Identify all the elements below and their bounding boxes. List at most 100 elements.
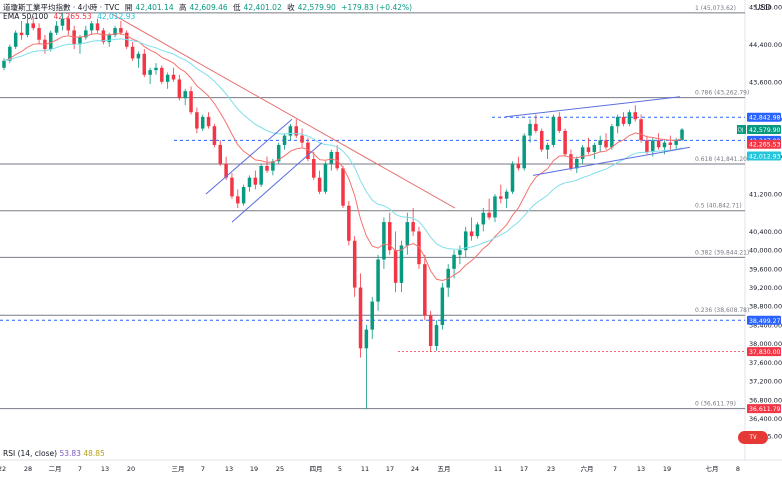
channel-line-upper-b: [504, 96, 681, 118]
symbol-badge-label: DJ: [738, 128, 743, 134]
candle-body: [66, 18, 71, 31]
fib-level-label: 0.5 (40,842.71): [695, 203, 742, 210]
y-tick-label: 39,200.00: [749, 284, 782, 292]
candle-body: [399, 245, 404, 283]
price-tag-label: 42,012.93: [749, 154, 781, 161]
candle-body: [633, 112, 637, 120]
candle-body: [639, 119, 643, 141]
candle-body: [528, 123, 532, 136]
candle-body: [84, 30, 88, 38]
candle-body: [218, 144, 223, 164]
candle-body: [452, 254, 456, 269]
channel-line-lower-b: [532, 146, 691, 176]
candle-body: [680, 129, 684, 141]
x-tick-label: 20: [127, 465, 135, 473]
candle-body: [224, 163, 228, 178]
x-tick-label: 19: [663, 465, 671, 473]
candle-body: [610, 126, 614, 148]
ema-50-line: [3, 33, 683, 282]
candle-body: [230, 177, 234, 197]
tradingview-logo: TV: [738, 431, 768, 444]
candle-body: [25, 23, 30, 36]
currency-label: USD: [755, 3, 772, 12]
candle-body: [130, 46, 135, 59]
candle-body: [434, 324, 439, 346]
price-tag: [747, 151, 781, 161]
candle-body: [60, 18, 65, 26]
candle-body: [101, 30, 106, 43]
candle-body: [551, 116, 556, 145]
candle-body: [323, 163, 328, 192]
y-tick-label: 39,600.00: [749, 265, 782, 273]
candle-body: [341, 168, 345, 206]
x-tick-label: 三月: [172, 465, 185, 473]
price-tag-label: 36,611.79: [749, 406, 781, 413]
y-tick-label: 37,200.00: [749, 378, 782, 386]
candle-body: [674, 140, 678, 145]
candle-body: [312, 158, 316, 178]
candle-body: [113, 28, 117, 36]
x-tick-label: 四月: [310, 465, 323, 473]
x-tick-label: 11: [361, 465, 369, 473]
y-tick-label: 38,000.00: [749, 340, 782, 348]
candle-body: [347, 205, 351, 241]
y-tick-label: 36,800.00: [749, 396, 782, 404]
candle-body: [382, 222, 386, 260]
low-value: 42,401.02: [243, 3, 282, 12]
candle-body: [388, 222, 392, 251]
x-tick-label: 六月: [581, 464, 594, 473]
candle-body: [516, 163, 521, 169]
candle-body: [107, 35, 111, 43]
candle-body: [19, 32, 24, 36]
candle-body: [499, 196, 503, 199]
candle-body: [358, 287, 363, 349]
candle-body: [212, 126, 217, 145]
candle-body: [119, 28, 123, 33]
candle-body: [282, 135, 287, 145]
candle-body: [54, 25, 59, 33]
candle-body: [265, 165, 269, 171]
fib-level-label: 1 (45,073.62): [695, 5, 736, 12]
x-tick-label: 8: [736, 465, 740, 473]
candle-body: [463, 231, 468, 251]
fib-level-label: 0 (36,611.79): [695, 401, 736, 408]
candle-body: [247, 177, 252, 188]
candle-body: [458, 250, 462, 255]
candle-body: [534, 123, 538, 131]
candle-body: [294, 126, 298, 136]
candle-body: [317, 177, 322, 192]
candle-body: [89, 23, 94, 31]
y-tick-label: 44,400.00: [749, 41, 782, 49]
close-value: 42,579.90: [297, 3, 336, 12]
rsi-legend: RSI (14, close) 53.83 48.85: [3, 449, 105, 458]
x-tick-label: 7: [613, 465, 617, 473]
channel-line-lower-a: [231, 142, 323, 223]
candle-body: [195, 112, 199, 129]
candle-body: [440, 287, 445, 325]
candle-body: [171, 74, 176, 80]
candle-body: [651, 140, 655, 152]
channel-line-upper-a: [205, 118, 293, 195]
candle-body: [481, 212, 486, 225]
y-tick-label: 43,600.00: [749, 78, 782, 86]
y-tick-label: 36,400.00: [749, 415, 782, 423]
candle-body: [300, 135, 304, 143]
candle-body: [598, 140, 602, 145]
x-tick-label: 24: [411, 465, 419, 473]
candle-body: [575, 158, 579, 169]
rsi-label: RSI (14, close): [3, 449, 58, 458]
fib-level-label: 0.236 (38,608.78): [695, 307, 749, 314]
candle-body: [364, 329, 369, 349]
candle-body: [352, 240, 357, 288]
candle-body: [592, 144, 597, 152]
x-tick-label: 19: [250, 465, 258, 473]
price-tag: [747, 347, 781, 357]
y-tick-label: 41,200.00: [749, 191, 782, 199]
candle-body: [259, 165, 263, 185]
symbol-title: 道瓊斯工業平均指數 · 4小時 · TVC: [3, 3, 120, 12]
x-tick-label: 11: [494, 465, 502, 473]
candle-body: [668, 142, 673, 145]
candle-body: [621, 116, 626, 124]
candle-body: [662, 142, 667, 148]
